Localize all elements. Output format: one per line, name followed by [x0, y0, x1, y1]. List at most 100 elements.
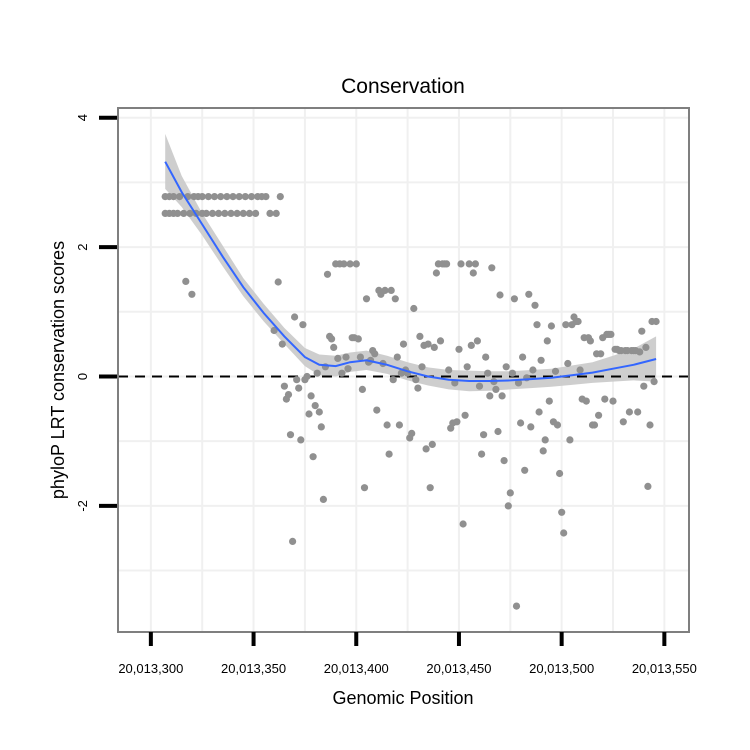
data-point [494, 427, 502, 436]
data-point [607, 330, 615, 338]
data-point [241, 193, 249, 201]
data-point [328, 335, 336, 343]
data-point [512, 602, 521, 610]
data-point [186, 209, 194, 217]
scatter-points [161, 193, 660, 610]
data-point [424, 340, 432, 348]
data-point [313, 369, 321, 377]
data-point [457, 260, 465, 268]
data-point [299, 321, 307, 329]
data-point [531, 301, 539, 309]
data-point [486, 392, 494, 400]
data-point [399, 340, 408, 348]
data-point [601, 395, 609, 403]
data-point [644, 482, 652, 490]
data-point [609, 397, 617, 405]
data-point [547, 322, 556, 330]
data-point [356, 353, 364, 361]
data-point [280, 382, 288, 390]
data-point [642, 343, 650, 351]
data-point [469, 269, 477, 277]
data-point [323, 270, 332, 278]
data-point [235, 193, 243, 201]
x-axis: 20,013,300 20,013,350 20,013,400 20,013,450… [118, 632, 697, 676]
data-point [311, 402, 319, 410]
data-point [463, 363, 471, 371]
data-point [266, 209, 274, 217]
data-point [525, 290, 533, 298]
x-tick-label: 20,013,500 [529, 661, 594, 676]
data-point [582, 397, 590, 405]
data-point [371, 350, 379, 358]
data-point [519, 353, 527, 361]
data-point [502, 363, 510, 371]
panel-border [117, 107, 690, 633]
confidence-ribbon-layer [165, 133, 657, 392]
data-point [459, 520, 467, 528]
data-point [182, 277, 190, 285]
data-point [430, 343, 438, 351]
data-point [492, 385, 500, 393]
data-point [227, 209, 235, 217]
data-point [514, 379, 523, 387]
data-point [223, 193, 231, 201]
data-point [539, 447, 547, 455]
data-point [373, 406, 381, 414]
data-point [638, 327, 646, 335]
data-point [521, 466, 529, 474]
data-point [410, 304, 418, 313]
data-point [426, 484, 434, 492]
data-point [291, 313, 299, 321]
data-point [473, 337, 481, 345]
data-point [414, 384, 422, 392]
data-point [338, 369, 346, 377]
data-point [233, 209, 241, 217]
data-point [558, 508, 566, 516]
data-point [229, 193, 237, 201]
data-point [252, 209, 260, 217]
data-point [344, 365, 352, 373]
data-point [217, 193, 225, 201]
data-point [362, 295, 371, 303]
data-point [385, 450, 393, 458]
data-point [305, 410, 313, 418]
data-point [595, 411, 603, 419]
data-point [169, 193, 178, 201]
data-point [506, 489, 514, 497]
data-point [471, 260, 479, 268]
y-tick-label: -2 [75, 500, 90, 512]
data-point [551, 367, 560, 375]
x-tick-label: 20,013,350 [221, 661, 286, 676]
data-point [208, 209, 217, 217]
data-point [293, 376, 301, 384]
data-point [475, 382, 484, 390]
data-point [389, 376, 397, 384]
data-point [508, 369, 516, 377]
data-point [245, 209, 254, 217]
data-point [354, 335, 362, 343]
data-point [467, 341, 475, 349]
data-point [576, 366, 584, 374]
data-point [545, 397, 553, 405]
data-point [556, 469, 564, 478]
x-tick-label: 20,013,400 [324, 661, 389, 676]
data-point [428, 440, 436, 448]
data-point [174, 209, 182, 217]
data-point [342, 353, 350, 361]
data-point [636, 348, 644, 356]
data-point [443, 260, 451, 268]
data-point [286, 431, 295, 439]
data-point [625, 408, 634, 416]
data-point [455, 345, 463, 353]
data-point [619, 418, 627, 426]
data-point [303, 372, 311, 381]
data-point [586, 337, 595, 345]
data-point [262, 193, 270, 201]
data-point [533, 321, 541, 329]
data-point [309, 453, 317, 461]
data-point [418, 363, 426, 371]
data-point [432, 269, 440, 277]
data-point [315, 408, 323, 416]
data-point [346, 260, 354, 268]
